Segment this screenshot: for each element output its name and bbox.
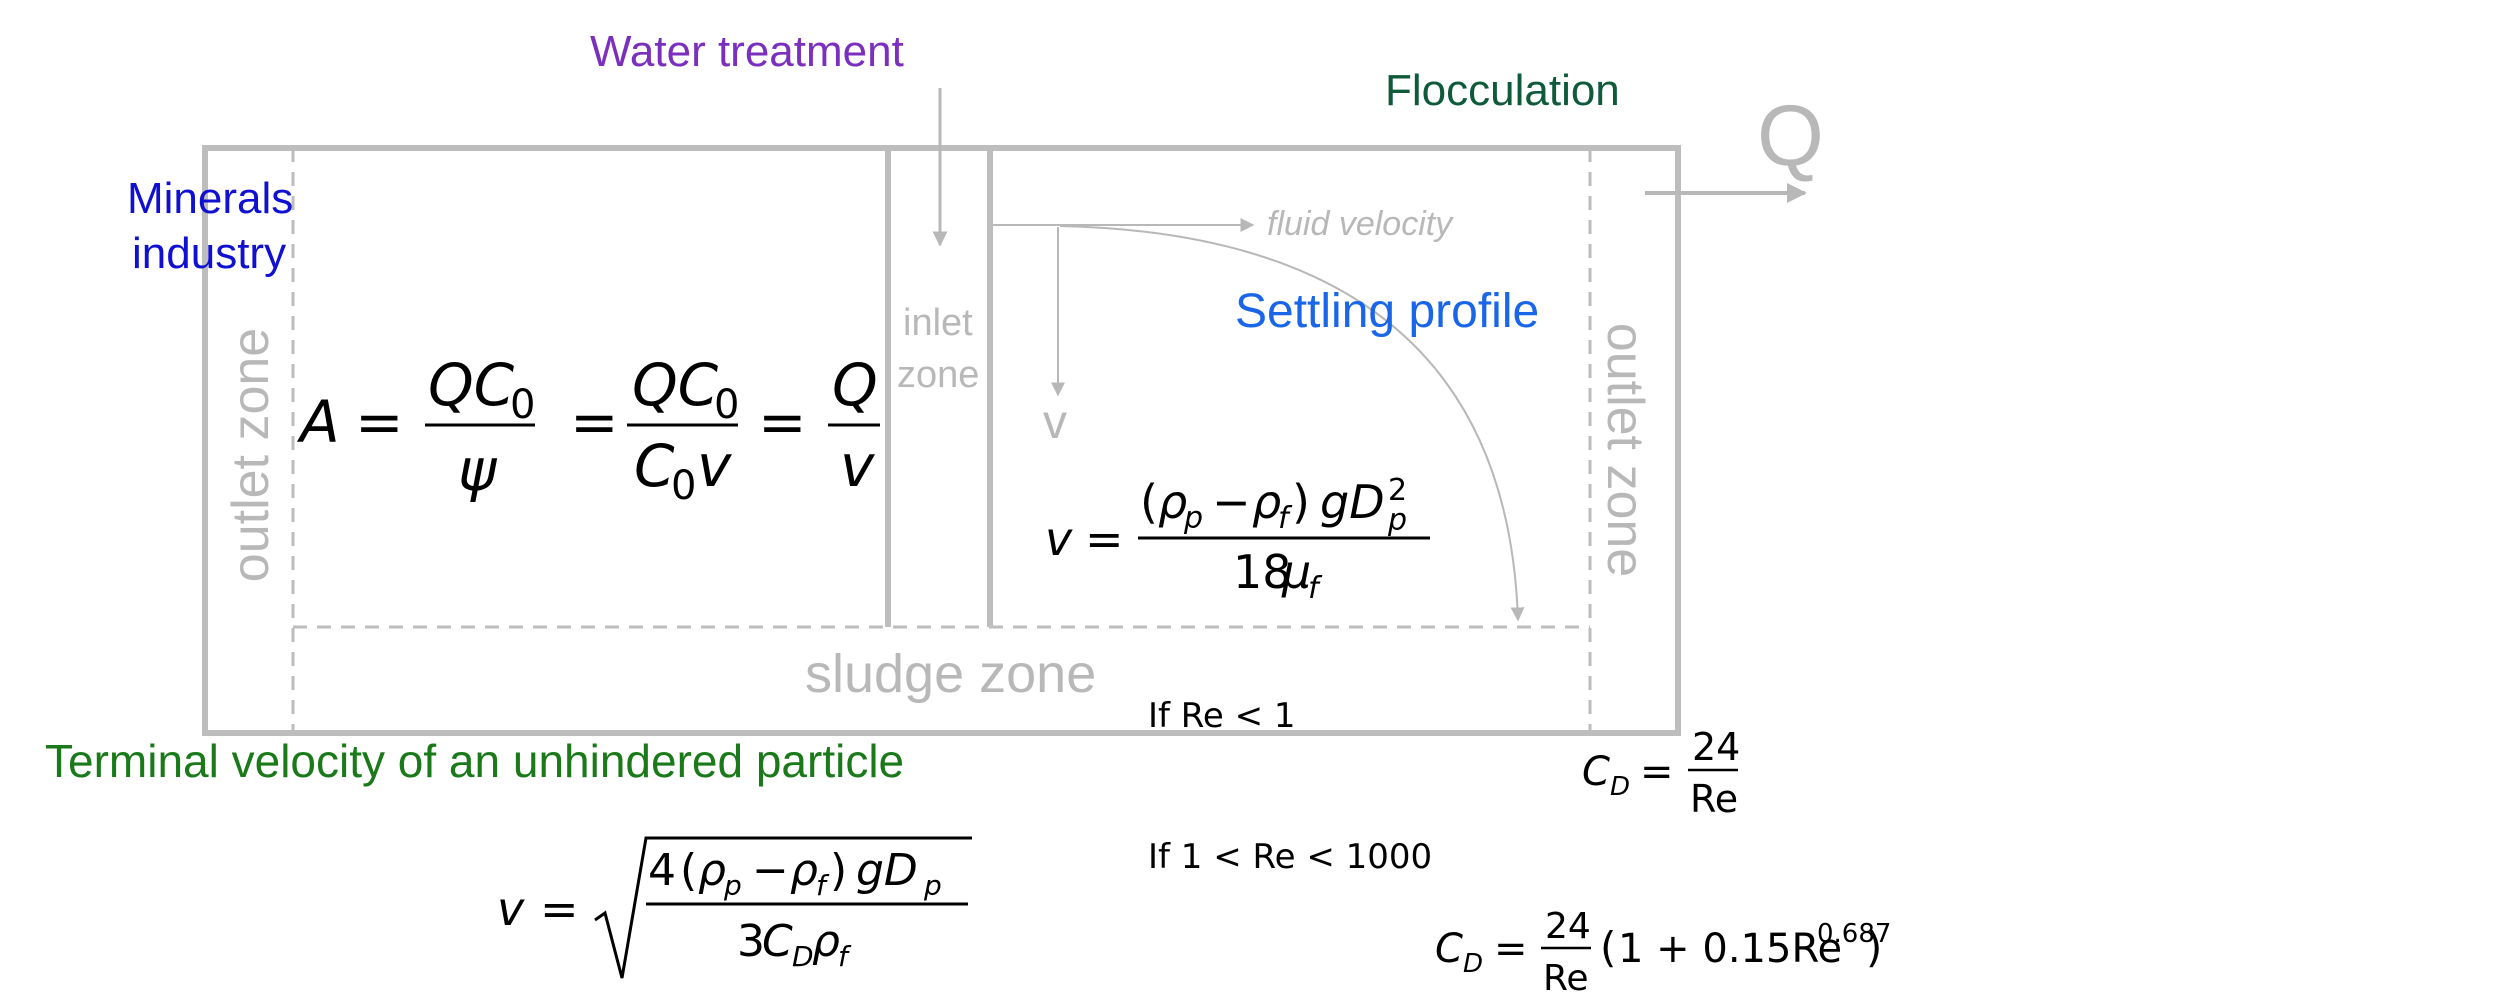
svg-text:0: 0	[714, 382, 739, 428]
svg-text:): )	[1866, 923, 1882, 972]
svg-text:ρ: ρ	[812, 916, 840, 967]
svg-text:D: D	[1463, 949, 1483, 979]
svg-text:C: C	[1435, 926, 1463, 972]
settling-profile-label: Settling profile	[1235, 285, 1539, 338]
svg-text:(: (	[1140, 475, 1158, 529]
svg-text:=: =	[540, 882, 579, 936]
svg-text:=: =	[355, 388, 404, 456]
svg-text:p: p	[923, 869, 942, 902]
svg-text:v: v	[1045, 512, 1073, 566]
svg-text:D: D	[1610, 772, 1630, 802]
svg-text:ρ: ρ	[1158, 475, 1187, 529]
svg-text:QC: QC	[632, 351, 719, 419]
svg-text:QC: QC	[428, 351, 515, 419]
settling-v-label: v	[1043, 396, 1067, 449]
svg-text:C: C	[634, 432, 675, 500]
q-label: Q	[1757, 88, 1824, 184]
flocculation-label: Flocculation	[1385, 66, 1620, 115]
svg-text:−: −	[1212, 475, 1251, 529]
inlet-label: inlet	[903, 302, 973, 344]
cd-laminar-equation: C D = 24 Re	[1582, 725, 1740, 821]
inlet-zone-label: zone	[897, 354, 979, 396]
svg-text:=: =	[1085, 512, 1124, 566]
svg-text:3: 3	[737, 916, 765, 967]
svg-text:=: =	[758, 388, 807, 456]
svg-text:v: v	[697, 432, 733, 500]
svg-text:C: C	[1582, 749, 1610, 795]
minerals-label-line1: Minerals	[127, 174, 293, 223]
svg-text:p: p	[1387, 503, 1407, 538]
svg-text:1 + 0.15Re: 1 + 0.15Re	[1618, 926, 1842, 972]
svg-text:0.687: 0.687	[1817, 919, 1891, 949]
svg-text:gD: gD	[1320, 475, 1385, 529]
svg-text:f: f	[838, 940, 852, 973]
svg-text:μ: μ	[1281, 545, 1311, 599]
svg-text:ρ: ρ	[1252, 475, 1281, 529]
svg-text:C: C	[762, 916, 793, 967]
svg-text:0: 0	[671, 463, 696, 509]
svg-text:Re: Re	[1543, 958, 1589, 999]
cd-transitional-equation: C D = 24 Re ( 1 + 0.15Re 0.687 )	[1435, 906, 1891, 999]
terminal-velocity-equation: v = 4 ( ρ p − ρ f ) gD p 3 C D ρ f	[497, 836, 972, 979]
svg-text:2: 2	[1388, 473, 1407, 508]
area-equation: A = QC 0 ψ = QC 0 C 0 v = Q v	[296, 351, 880, 509]
svg-text:): )	[830, 845, 847, 896]
svg-text:gD: gD	[856, 845, 918, 896]
outlet-zone-right-label: outlet zone	[1596, 323, 1654, 577]
svg-text:24: 24	[1692, 725, 1740, 769]
settling-profile-curve	[1059, 225, 1525, 622]
svg-text:24: 24	[1545, 906, 1591, 947]
svg-text:(: (	[680, 845, 697, 896]
svg-text:=: =	[570, 388, 619, 456]
svg-text:): )	[1292, 475, 1310, 529]
svg-text:−: −	[752, 845, 789, 896]
svg-text:v: v	[497, 882, 525, 936]
terminal-velocity-label: Terminal velocity of an unhindered parti…	[45, 735, 904, 787]
stokes-equation: v = ( ρ p − ρ f ) gD 2 p 18 μ f	[1045, 473, 1430, 606]
svg-text:f: f	[1278, 501, 1293, 536]
svg-text:ρ: ρ	[790, 845, 818, 896]
svg-text:ψ: ψ	[458, 436, 498, 504]
minerals-label-line2: industry	[132, 229, 286, 278]
svg-text:(: (	[1600, 923, 1616, 972]
svg-text:p: p	[723, 869, 742, 902]
svg-text:0: 0	[510, 382, 535, 428]
svg-text:=: =	[1640, 749, 1674, 795]
fluid-velocity-label: fluid velocity	[1267, 205, 1454, 243]
svg-text:f: f	[1308, 571, 1323, 606]
outlet-zone-left-label: outlet zone	[222, 328, 280, 582]
svg-text:v: v	[840, 432, 876, 500]
svg-text:ρ: ρ	[698, 845, 726, 896]
sludge-zone-label: sludge zone	[805, 644, 1096, 704]
svg-text:D: D	[792, 940, 814, 973]
svg-text:4: 4	[648, 845, 676, 896]
svg-text:Q: Q	[832, 351, 878, 419]
re-range-condition: If 1 < Re < 1000	[1148, 837, 1432, 877]
svg-text:Re: Re	[1690, 777, 1738, 821]
svg-text:f: f	[816, 869, 830, 902]
svg-text:A: A	[296, 388, 340, 456]
svg-text:18: 18	[1233, 545, 1292, 599]
svg-text:=: =	[1494, 926, 1528, 972]
svg-text:p: p	[1183, 501, 1203, 536]
water-treatment-label: Water treatment	[590, 27, 904, 76]
re-lt-1-condition: If Re < 1	[1148, 696, 1296, 736]
